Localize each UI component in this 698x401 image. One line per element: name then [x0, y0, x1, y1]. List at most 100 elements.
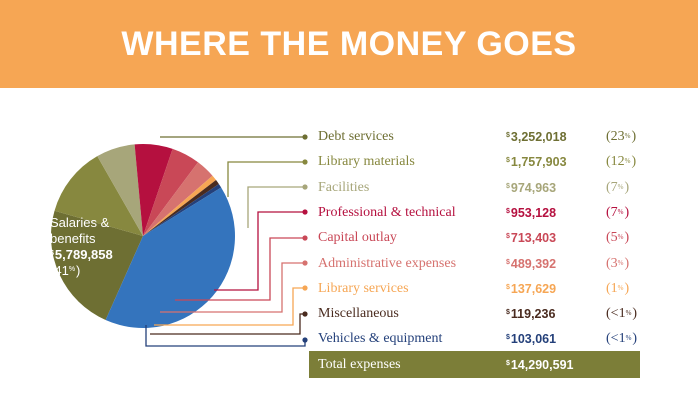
pie-slice-library-materials [54, 156, 143, 236]
leader-line [214, 211, 305, 291]
pie-slice-capital-outlay [143, 148, 199, 236]
percent-symbol: % [617, 182, 624, 191]
legend-percent: (1%) [606, 280, 630, 296]
percent-symbol: % [68, 266, 76, 273]
legend-amount-value: 3,252,018 [510, 130, 567, 144]
currency-symbol: $ [506, 233, 510, 241]
leader-dot [302, 337, 308, 343]
pie-label-amount-value: 5,789,858 [54, 247, 113, 262]
currency-symbol: $ [506, 283, 510, 291]
legend-percent: (23%) [606, 129, 637, 144]
legend-amount-value: 137,629 [510, 281, 557, 296]
leader-dot [302, 285, 308, 291]
legend-category: Professional & technical [318, 204, 456, 220]
percent-symbol: % [625, 334, 632, 343]
legend-percent-value: <1 [610, 306, 626, 322]
legend-amount: $953,128 [506, 203, 556, 223]
currency-symbol: $ [506, 334, 510, 342]
legend-category: Vehicles & equipment [318, 331, 443, 347]
legend-percent: (12%) [606, 154, 637, 170]
percent-symbol: % [617, 283, 624, 292]
legend-amount-value: 974,963 [510, 180, 557, 195]
pie-label-line1: Salaries & [50, 215, 110, 230]
legend-category: Capital outlay [318, 230, 397, 246]
legend-amount-value: 953,128 [510, 205, 557, 220]
legend-category: Library materials [318, 154, 415, 170]
currency-symbol: $ [506, 182, 510, 190]
leader-dot [302, 159, 308, 165]
legend-amount-value: 489,392 [510, 256, 557, 271]
pie-label-amount: $5,789,858 [50, 247, 150, 263]
pie-slice-vehicles-equipment [143, 183, 222, 236]
percent-symbol: % [625, 309, 632, 318]
legend-percent: (3%) [606, 255, 630, 271]
total-amount: 14,290,591 [510, 358, 574, 372]
leader-line [227, 161, 305, 197]
legend-category: Debt services [318, 129, 394, 144]
percent-symbol: % [617, 258, 624, 267]
legend-percent: (<1%) [606, 331, 638, 347]
percent-symbol: % [617, 233, 624, 242]
pie-slice-administrative-expenses [143, 162, 213, 236]
page-title: WHERE THE MONEY GOES [121, 25, 577, 63]
legend-percent-value: 12 [610, 154, 625, 170]
legend-category: Library services [318, 280, 409, 296]
legend-amount: $1,757,903 [506, 152, 567, 172]
legend-percent-value: 7 [610, 204, 618, 220]
leader-dot [302, 184, 308, 190]
leader-dot [302, 209, 308, 215]
leader-line [145, 325, 306, 347]
legend-percent-value: 1 [610, 280, 618, 296]
total-label: Total expenses [318, 357, 401, 372]
legend-percent: (<1%) [606, 306, 638, 322]
legend-category: Facilities [318, 179, 370, 195]
pie-slice-salaries-benefits [105, 187, 235, 328]
leader-line [154, 287, 305, 326]
legend-amount-value: 1,757,903 [510, 155, 567, 170]
leader-dot [302, 260, 308, 266]
leader-dot [302, 311, 308, 317]
currency-symbol: $ [506, 132, 510, 139]
legend-amount: $713,403 [506, 228, 556, 248]
legend-amount: $137,629 [506, 279, 556, 299]
legend-category: Administrative expenses [318, 255, 457, 271]
legend-percent: (5%) [606, 230, 630, 246]
legend-category: Miscellaneous [318, 306, 399, 322]
legend-amount: $489,392 [506, 254, 556, 274]
legend-percent: (7%) [606, 179, 630, 195]
legend-percent: (7%) [606, 204, 630, 220]
total-bar [309, 351, 640, 378]
pie-label-salaries: Salaries & benefits $5,789,858 (41%) [50, 215, 150, 279]
pie-slice-library-services [143, 175, 217, 236]
currency-symbol: $ [506, 258, 510, 266]
legend-amount: $3,252,018 [506, 127, 567, 147]
leader-line [175, 237, 305, 301]
leader-dot [302, 134, 308, 140]
pie-label-pct-value: 41 [54, 263, 69, 278]
leader-line [160, 262, 305, 313]
legend-percent-value: <1 [610, 331, 626, 347]
currency-symbol: $ [506, 309, 510, 317]
leader-line [247, 186, 305, 228]
legend-amount-value: 713,403 [510, 231, 557, 246]
legend-amount: $974,963 [506, 178, 556, 198]
legend-amount-value: 103,061 [510, 332, 557, 347]
pie-label-line2: benefits [50, 231, 96, 246]
pie-slice-debt-services [50, 210, 144, 321]
legend-amount: $119,236 [506, 304, 555, 324]
total-value: $14,290,591 [506, 355, 573, 375]
currency-symbol: $ [50, 250, 54, 257]
pie-slice-miscellaneous [143, 180, 219, 236]
percent-symbol: % [624, 132, 631, 140]
legend-percent-value: 5 [610, 230, 618, 246]
currency-symbol: $ [506, 360, 510, 367]
leader-dot [302, 235, 308, 241]
legend-amount-value: 119,236 [510, 307, 556, 322]
pie-slice-professional-technical [134, 144, 173, 236]
legend-amount: $103,061 [506, 329, 556, 349]
currency-symbol: $ [506, 207, 510, 215]
pie-label-pct: (41%) [50, 263, 81, 278]
legend-percent-value: 23 [610, 129, 625, 144]
currency-symbol: $ [506, 157, 510, 165]
